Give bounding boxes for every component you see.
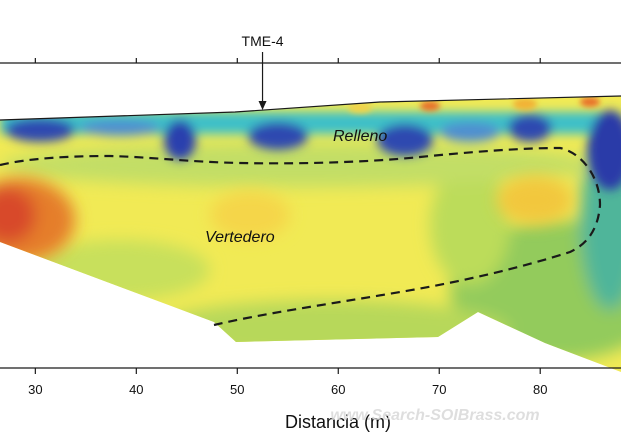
warm-zone-right bbox=[497, 176, 573, 224]
surface-warm-spot-3 bbox=[580, 97, 600, 107]
marker-label: TME-4 bbox=[242, 33, 284, 49]
blue-pocket-4 bbox=[377, 124, 433, 156]
tick-label-50: 50 bbox=[230, 382, 244, 397]
green-zone-bottom bbox=[150, 300, 510, 360]
red-zone-left bbox=[0, 187, 36, 243]
tick-label-40: 40 bbox=[129, 382, 143, 397]
region-label-fill: Relleno bbox=[333, 128, 387, 145]
surface-topography-line bbox=[0, 95, 621, 121]
landfill-boundary-dashed-line bbox=[0, 146, 602, 327]
warm-zone-center bbox=[210, 191, 290, 239]
blue-pocket-3 bbox=[248, 122, 308, 150]
region-label-landfill: Vertedero bbox=[205, 229, 275, 246]
surface-warm-spot-4 bbox=[348, 103, 372, 113]
surface-warm-spot-2 bbox=[513, 98, 537, 110]
tick-label-30: 30 bbox=[28, 382, 42, 397]
tick-label-70: 70 bbox=[432, 382, 446, 397]
teal-pocket-2 bbox=[440, 122, 500, 142]
watermark-text: www.Search-SOIBrass.com bbox=[330, 407, 539, 424]
resistivity-section bbox=[0, 96, 621, 372]
tick-label-80: 80 bbox=[533, 382, 547, 397]
x-axis-label: Distancia (m) bbox=[285, 412, 391, 432]
bottom-axis-ticks: 30 40 50 60 70 80 bbox=[28, 368, 547, 397]
bottom-axis: 30 40 50 60 70 80 bbox=[0, 367, 621, 397]
marker-arrow-head bbox=[258, 101, 267, 110]
top-axis-ticks bbox=[34, 58, 541, 63]
blue-pocket-5 bbox=[508, 114, 552, 142]
tick-label-60: 60 bbox=[331, 382, 345, 397]
top-axis bbox=[0, 58, 621, 64]
green-zone-mid-right bbox=[430, 165, 510, 285]
teal-pocket-1 bbox=[80, 120, 160, 136]
blue-pocket-2 bbox=[164, 120, 196, 160]
surface-warm-spot-1 bbox=[420, 101, 440, 111]
blue-pocket-1 bbox=[5, 118, 75, 142]
blue-pocket-6 bbox=[588, 110, 621, 190]
tme-marker: TME-4 bbox=[242, 33, 284, 110]
